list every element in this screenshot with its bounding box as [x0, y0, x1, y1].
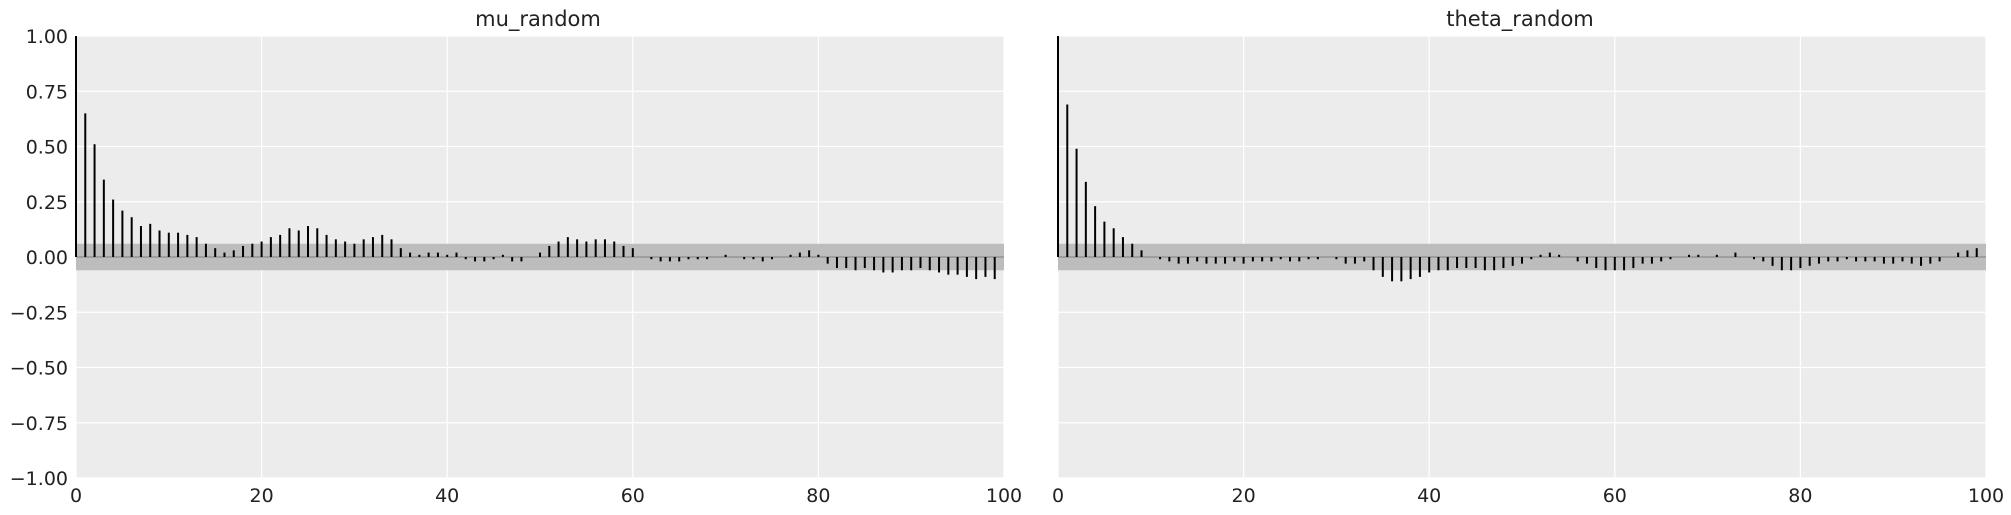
panel-title: theta_random	[1446, 7, 1594, 32]
y-tick-label: 1.00	[26, 26, 68, 48]
y-tick-label: −1.00	[10, 468, 68, 490]
x-tick-label: 60	[1603, 485, 1627, 507]
y-tick-label: 0.75	[26, 81, 68, 103]
x-tick-label: 20	[1232, 485, 1256, 507]
y-tick-label: −0.50	[10, 358, 68, 380]
plot-area: 0 20 40 60 80 100 1.00 0.75 0.50 0.25 0.00 −0.25 −0.…	[10, 26, 1022, 507]
x-tick-label: 0	[1052, 485, 1064, 507]
y-tick-label: 0.25	[26, 192, 68, 214]
plot-area: 0 20 40 60 80 100	[1052, 35, 2004, 507]
y-tick-label: 0.50	[26, 137, 68, 159]
x-tick-label: 100	[1968, 485, 2004, 507]
x-tick-label: 80	[1788, 485, 1812, 507]
x-tick-label: 60	[621, 485, 645, 507]
y-tick-label: −0.75	[10, 413, 68, 435]
y-tick-label: 0.00	[26, 247, 68, 269]
panel-mu-random: mu_random 0 20 40 60 80 100 1.00 0.75 0.50 0.25 0.…	[10, 7, 1022, 507]
x-tick-label: 0	[70, 485, 82, 507]
x-tick-label: 40	[1417, 485, 1441, 507]
x-tick-label: 20	[250, 485, 274, 507]
x-tick-label: 100	[986, 485, 1022, 507]
x-tick-label: 40	[435, 485, 459, 507]
x-tick-label: 80	[806, 485, 830, 507]
panel-title: mu_random	[475, 7, 601, 32]
panel-theta-random: theta_random 0 20 40 60 80 100	[1052, 7, 2004, 507]
y-tick-label: −0.25	[10, 302, 68, 324]
